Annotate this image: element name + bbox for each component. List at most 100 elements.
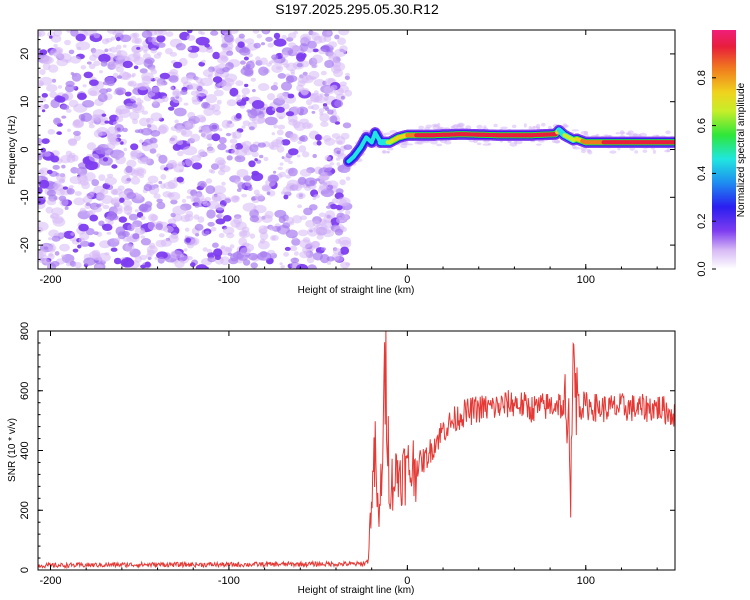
noise-blob <box>198 129 203 133</box>
noise-blob <box>154 256 159 260</box>
noise-blob <box>73 119 81 126</box>
noise-blob <box>276 92 289 101</box>
noise-blob <box>336 162 341 166</box>
noise-blob <box>251 197 256 201</box>
noise-blob <box>83 71 94 79</box>
noise-blob <box>75 33 86 42</box>
noise-blob <box>47 129 56 135</box>
noise-blob <box>179 255 190 264</box>
x-tick-label: -100 <box>218 274 240 286</box>
noise-blob <box>203 107 214 116</box>
snr-y-ticks: 0 200 400 600 800 <box>19 322 675 573</box>
noise-blob <box>271 63 284 73</box>
noise-blob <box>328 41 338 48</box>
noise-blob <box>302 71 308 76</box>
noise-blob <box>141 45 150 52</box>
noise-blob <box>66 108 72 113</box>
noise-blob <box>276 145 285 153</box>
noise-blob <box>190 262 196 268</box>
noise-blob <box>72 248 79 253</box>
noise-blob <box>207 221 215 227</box>
noise-blob <box>58 195 67 202</box>
noise-blob <box>296 45 302 51</box>
noise-blob <box>85 202 91 207</box>
noise-blob <box>187 111 196 119</box>
x-tick-label: 100 <box>577 575 595 587</box>
noise-blob <box>334 34 340 40</box>
noise-blob <box>296 154 301 158</box>
noise-blob <box>165 31 174 37</box>
spectrogram-x-ticks: -200 -100 0 100 <box>39 30 658 286</box>
noise-blob <box>184 214 194 222</box>
snr-background <box>38 331 675 570</box>
noise-blob <box>150 47 158 54</box>
noise-blob <box>53 44 58 48</box>
noise-blob <box>247 186 253 192</box>
colorbar-label: Normalized spectral amplitude <box>736 82 747 217</box>
noise-blob <box>285 183 298 192</box>
noise-blob <box>99 88 108 95</box>
noise-blob <box>127 73 132 78</box>
noise-blob <box>285 174 292 179</box>
noise-blob <box>285 75 294 84</box>
colorbar: 0.0 0.2 0.4 0.6 0.8 Normalized spectral ampl… <box>696 30 747 277</box>
noise-blob <box>118 108 131 118</box>
spectrogram-x-label: Height of straight line (km) <box>298 285 415 296</box>
y-tick-label: -20 <box>19 237 31 253</box>
noise-blob <box>342 214 350 220</box>
noise-blob <box>62 186 68 190</box>
noise-blob <box>66 188 75 195</box>
ridge-halo <box>562 125 569 128</box>
noise-blob <box>218 128 223 132</box>
noise-blob <box>345 176 351 181</box>
noise-blob <box>218 233 225 238</box>
noise-blob <box>304 177 318 187</box>
noise-blob <box>86 61 92 65</box>
noise-blob <box>43 151 51 157</box>
noise-blob <box>50 47 63 57</box>
noise-blob <box>140 127 153 136</box>
noise-blob <box>297 204 303 209</box>
ridge-halo <box>465 125 472 130</box>
noise-blob <box>61 254 66 258</box>
y-tick-label: 200 <box>19 501 31 519</box>
noise-blob <box>270 85 279 91</box>
noise-blob <box>265 36 273 42</box>
noise-blob <box>312 252 323 261</box>
noise-blob <box>322 175 329 181</box>
noise-blob <box>212 242 219 248</box>
x-tick-label: -100 <box>218 575 240 587</box>
noise-blob <box>170 250 183 259</box>
ridge-halo <box>587 149 593 155</box>
noise-blob <box>283 252 289 257</box>
noise-blob <box>225 149 230 153</box>
noise-blob <box>93 206 102 213</box>
noise-blob <box>261 42 265 46</box>
noise-blob <box>303 207 313 216</box>
noise-blob <box>323 85 335 95</box>
x-tick-label: -200 <box>39 575 61 587</box>
noise-blob <box>110 188 119 195</box>
noise-blob <box>306 99 313 106</box>
noise-blob <box>128 213 138 221</box>
noise-blob <box>277 166 283 171</box>
noise-blob <box>89 90 97 96</box>
noise-blob <box>281 34 287 40</box>
noise-blob <box>157 256 165 264</box>
noise-blob <box>120 152 125 156</box>
noise-blob <box>172 223 177 228</box>
noise-blob <box>57 85 63 89</box>
ridge-halo <box>594 134 599 137</box>
noise-blob <box>288 42 297 48</box>
noise-blob <box>116 89 124 96</box>
noise-blob <box>181 130 187 136</box>
ridge-halo <box>554 139 560 144</box>
noise-blob <box>279 116 284 120</box>
noise-blob <box>75 168 82 173</box>
ridge-halo <box>642 149 648 153</box>
ridge-halo <box>552 139 556 143</box>
noise-blob <box>158 233 165 238</box>
colorbar-tick-label: 0.8 <box>696 70 708 85</box>
ridge-halo <box>500 126 508 130</box>
noise-blob <box>195 88 208 97</box>
